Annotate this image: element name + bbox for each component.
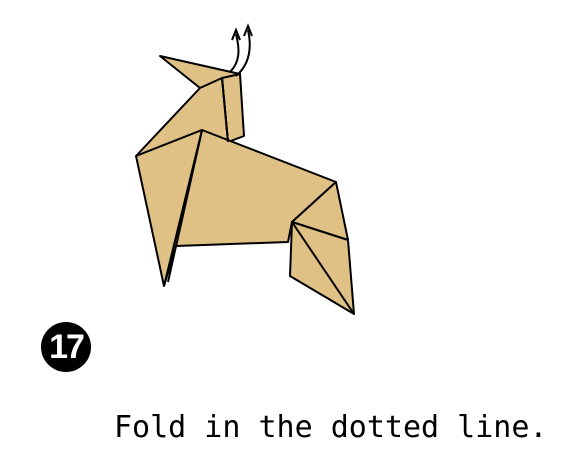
- step-number-badge: 17: [41, 322, 91, 372]
- instruction-text: Fold in the dotted line. Back is the sam…: [114, 328, 547, 452]
- double-fold-up-arrow-icon: [229, 23, 253, 77]
- instruction-line-1: Fold in the dotted line.: [114, 410, 548, 445]
- origami-deer-diagram: [135, 23, 355, 315]
- deer-crease-lines: [163, 77, 355, 315]
